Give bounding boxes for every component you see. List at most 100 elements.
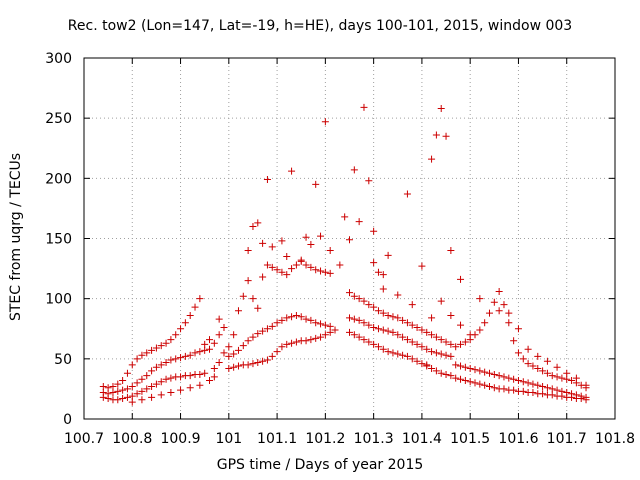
data-point <box>177 354 185 362</box>
data-point <box>210 339 218 347</box>
data-point <box>379 285 387 293</box>
data-point <box>418 262 426 270</box>
data-point <box>273 348 281 356</box>
data-point <box>466 364 474 372</box>
data-point <box>234 346 242 354</box>
data-point <box>119 395 127 403</box>
data-point <box>138 387 146 395</box>
data-point <box>307 241 315 249</box>
data-point <box>384 327 392 335</box>
data-point <box>403 190 411 198</box>
data-point <box>133 390 141 398</box>
data-point <box>326 322 334 330</box>
data-point <box>418 360 426 368</box>
data-point <box>476 367 484 375</box>
data-point <box>312 319 320 327</box>
data-point <box>321 118 329 126</box>
data-point <box>186 372 194 380</box>
data-point <box>138 375 146 383</box>
data-point <box>128 361 136 369</box>
data-point <box>336 261 344 269</box>
data-point <box>539 367 547 375</box>
data-point <box>263 356 271 364</box>
data-point <box>485 309 493 317</box>
data-point <box>283 271 291 279</box>
data-point <box>99 383 107 391</box>
data-point <box>181 319 189 327</box>
data-point <box>457 275 465 283</box>
data-point <box>394 314 402 322</box>
data-point <box>529 380 537 388</box>
data-point <box>457 362 465 370</box>
data-point <box>215 331 223 339</box>
data-point <box>379 326 387 334</box>
data-point <box>466 378 474 386</box>
data-point <box>442 351 450 359</box>
data-point <box>230 363 238 371</box>
data-point <box>128 392 136 400</box>
data-point <box>307 316 315 324</box>
data-point <box>447 372 455 380</box>
data-point <box>114 396 122 404</box>
data-point <box>471 331 479 339</box>
data-point <box>196 370 204 378</box>
data-point <box>302 315 310 323</box>
data-point <box>167 336 175 344</box>
data-point <box>201 340 209 348</box>
data-point <box>119 386 127 394</box>
data-point <box>278 268 286 276</box>
data-point <box>408 338 416 346</box>
data-point <box>152 380 160 388</box>
data-point <box>259 273 267 281</box>
data-point <box>278 316 286 324</box>
data-point <box>162 375 170 383</box>
data-point <box>123 385 131 393</box>
data-point <box>119 376 127 384</box>
data-point <box>312 266 320 274</box>
data-point <box>268 263 276 271</box>
data-point <box>244 247 252 255</box>
data-point <box>428 314 436 322</box>
data-point <box>133 355 141 363</box>
data-point <box>312 180 320 188</box>
data-point <box>109 389 117 397</box>
data-point <box>244 337 252 345</box>
data-point <box>263 325 271 333</box>
data-point <box>389 313 397 321</box>
data-point <box>191 349 199 357</box>
y-tick-label: 250 <box>45 111 72 127</box>
data-point <box>389 328 397 336</box>
data-point <box>457 375 465 383</box>
data-point <box>394 331 402 339</box>
data-point <box>350 315 358 323</box>
data-point <box>249 222 257 230</box>
data-point <box>563 369 571 377</box>
data-point <box>254 219 262 227</box>
data-point <box>350 292 358 300</box>
data-point <box>157 342 165 350</box>
data-point <box>123 369 131 377</box>
data-point <box>278 343 286 351</box>
data-point <box>471 379 479 387</box>
data-point <box>230 350 238 358</box>
axis-ticks: 100.7 100.8 100.9 101 101.1 101.2 101.3 101.4 10… <box>45 51 635 447</box>
data-point <box>128 383 136 391</box>
data-point <box>283 253 291 261</box>
data-point <box>148 393 156 401</box>
data-point <box>370 227 378 235</box>
data-point <box>519 387 527 395</box>
data-point <box>273 266 281 274</box>
data-point <box>428 348 436 356</box>
data-point <box>206 345 214 353</box>
data-point <box>399 333 407 341</box>
data-point <box>346 236 353 244</box>
y-tick-label: 200 <box>45 171 72 187</box>
data-point <box>471 366 479 374</box>
data-point <box>476 326 484 334</box>
data-point <box>196 381 204 389</box>
data-point <box>317 232 325 240</box>
data-point <box>350 166 358 174</box>
data-point <box>432 367 440 375</box>
data-point <box>548 372 556 380</box>
data-point <box>355 333 363 341</box>
